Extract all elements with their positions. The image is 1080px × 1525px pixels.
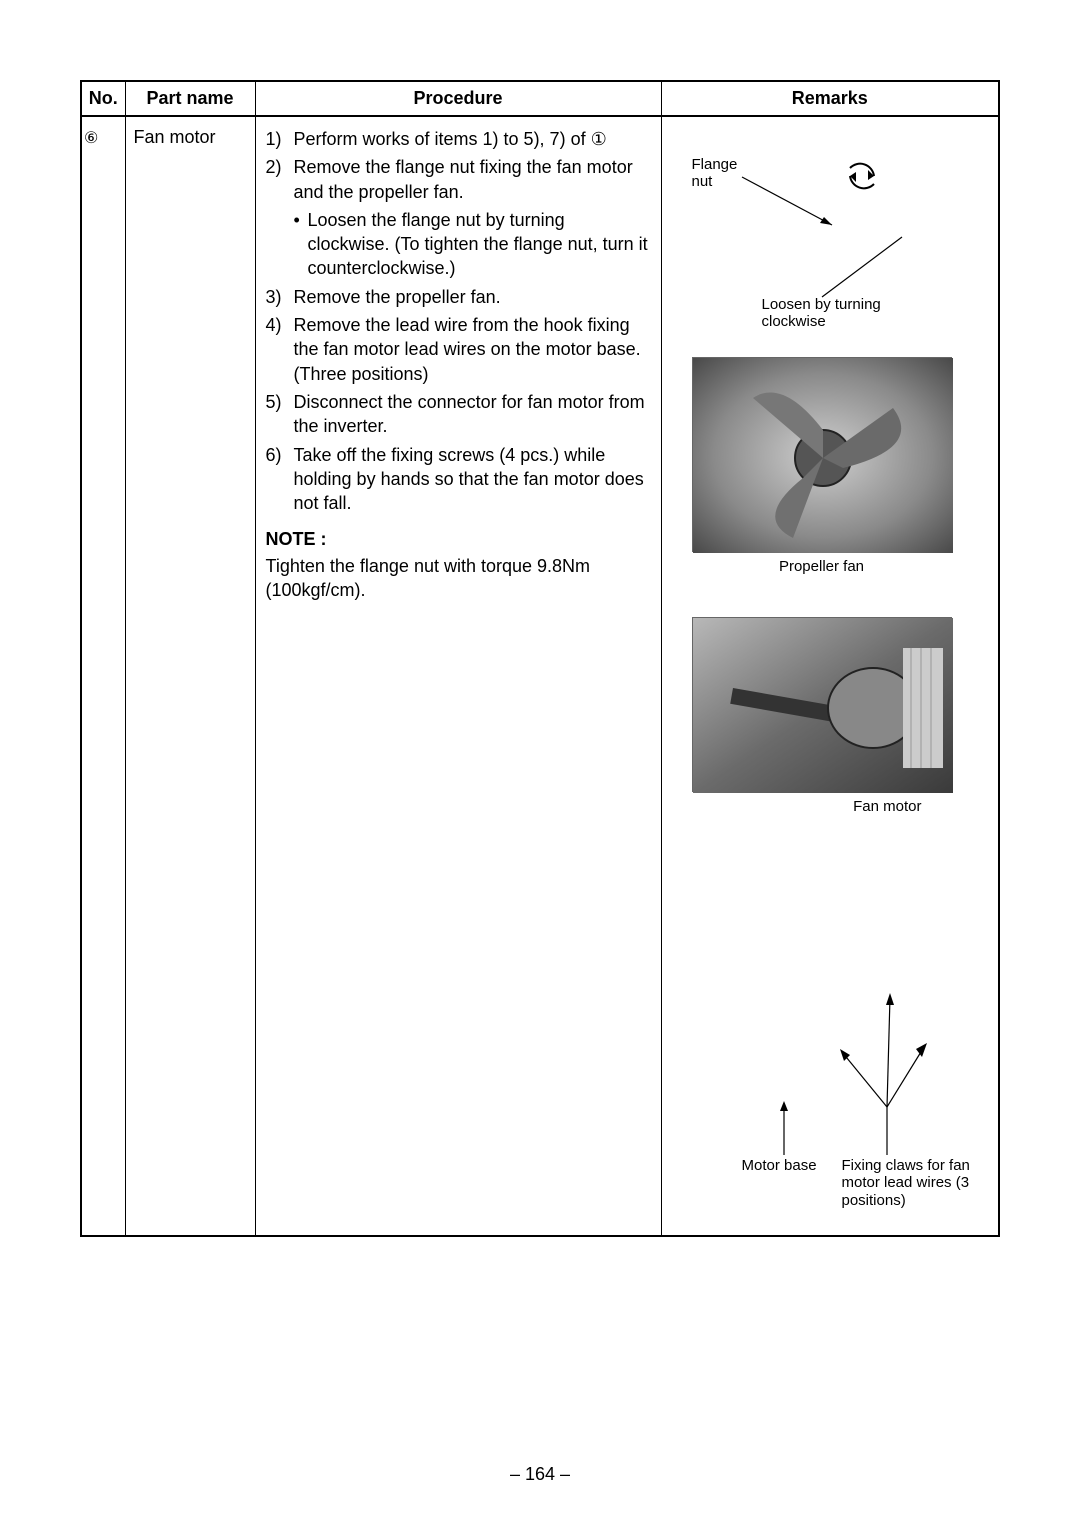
step-number: 5) bbox=[266, 390, 294, 439]
motorbase-diagram-icon bbox=[692, 877, 972, 1177]
figure-flange-nut: Flangenut bbox=[692, 147, 952, 337]
caption-propeller-fan: Propeller fan bbox=[692, 558, 952, 575]
step-number: 2) bbox=[266, 155, 294, 204]
figure-propeller-fan: Propeller fan bbox=[692, 357, 952, 575]
propeller-photo-icon bbox=[693, 358, 953, 553]
step-4: 4) Remove the lead wire from the hook fi… bbox=[266, 313, 651, 386]
caption-fan-motor: Fan motor bbox=[692, 798, 952, 815]
photo-fan-motor bbox=[692, 617, 952, 792]
row-procedure: 1) Perform works of items 1) to 5), 7) o… bbox=[255, 116, 661, 1236]
photo-propeller-fan bbox=[692, 357, 952, 552]
step-3: 3) Remove the propeller fan. bbox=[266, 285, 651, 309]
table-header-row: No. Part name Procedure Remarks bbox=[81, 81, 999, 116]
step-1: 1) Perform works of items 1) to 5), 7) o… bbox=[266, 127, 651, 151]
col-no: No. bbox=[81, 81, 125, 116]
step-text: Take off the fixing screws (4 pcs.) whil… bbox=[294, 443, 651, 516]
procedure-table: No. Part name Procedure Remarks ⑥ Fan mo… bbox=[80, 80, 1000, 1237]
bullet-icon: • bbox=[294, 208, 308, 281]
step-5: 5) Disconnect the connector for fan moto… bbox=[266, 390, 651, 439]
step-number: 4) bbox=[266, 313, 294, 386]
label-loosen: Loosen by turningclockwise bbox=[762, 297, 881, 330]
step-6: 6) Take off the fixing screws (4 pcs.) w… bbox=[266, 443, 651, 516]
row-remarks: Flangenut bbox=[661, 116, 999, 1236]
page: No. Part name Procedure Remarks ⑥ Fan mo… bbox=[0, 0, 1080, 1525]
row-part-name: Fan motor bbox=[125, 116, 255, 1236]
note-heading: NOTE : bbox=[266, 527, 651, 551]
row-no: ⑥ bbox=[81, 116, 125, 1236]
fanmotor-photo-icon bbox=[693, 618, 953, 793]
col-rem: Remarks bbox=[661, 81, 999, 116]
table-row: ⑥ Fan motor 1) Perform works of items 1)… bbox=[81, 116, 999, 1236]
step-text: Remove the propeller fan. bbox=[294, 285, 651, 309]
page-number: – 164 – bbox=[0, 1464, 1080, 1485]
step-text: Perform works of items 1) to 5), 7) of ① bbox=[294, 127, 651, 151]
label-motor-base: Motor base bbox=[742, 1157, 817, 1174]
circled-number-icon: ⑥ bbox=[84, 128, 98, 148]
step-sub: • Loosen the flange nut by turning clock… bbox=[294, 208, 651, 281]
col-part: Part name bbox=[125, 81, 255, 116]
col-proc: Procedure bbox=[255, 81, 661, 116]
step-number: 3) bbox=[266, 285, 294, 309]
remarks-wrap: Flangenut bbox=[672, 127, 989, 1225]
step-2: 2) Remove the flange nut fixing the fan … bbox=[266, 155, 651, 204]
note-body: Tighten the flange nut with torque 9.8Nm… bbox=[266, 554, 651, 603]
figure-motor-base: Motor base Fixing claws for fan motor le… bbox=[692, 877, 972, 1217]
step-text: Remove the flange nut fixing the fan mot… bbox=[294, 155, 651, 204]
step-number: 6) bbox=[266, 443, 294, 516]
step-text: Disconnect the connector for fan motor f… bbox=[294, 390, 651, 439]
label-fixing-claws: Fixing claws for fan motor lead wires (3… bbox=[842, 1157, 982, 1209]
sub-text: Loosen the flange nut by turning clockwi… bbox=[308, 208, 651, 281]
figure-fan-motor: Fan motor bbox=[692, 617, 952, 815]
step-number: 1) bbox=[266, 127, 294, 151]
step-text: Remove the lead wire from the hook fixin… bbox=[294, 313, 651, 386]
